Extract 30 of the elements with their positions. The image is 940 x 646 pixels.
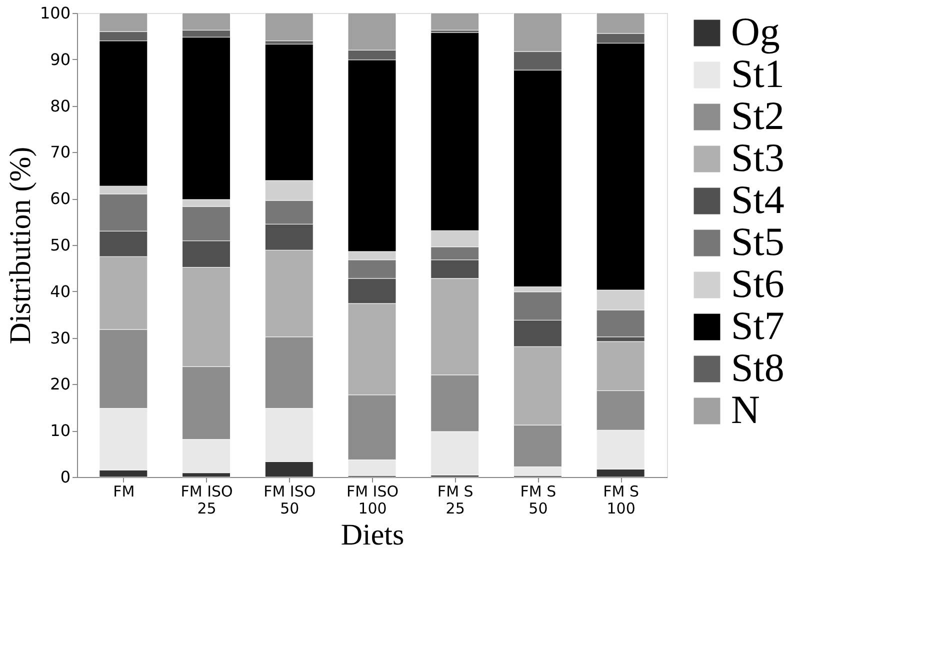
bar — [430, 12, 480, 30]
legend-label: St5 — [731, 219, 784, 264]
legend-label: St6 — [731, 261, 784, 306]
y-tick-label: 20 — [50, 374, 70, 394]
legend-label: St2 — [731, 93, 784, 138]
x-tick-label: FM S 100 — [603, 482, 639, 518]
x-tick-label: FM ISO 100 — [346, 482, 399, 518]
legend-label: N — [731, 387, 760, 432]
x-axis-title: Diets — [340, 518, 404, 552]
legend-label: St8 — [731, 345, 784, 390]
y-tick-label: 10 — [50, 421, 70, 440]
x-tick-label: FM ISO 25 — [180, 482, 233, 518]
legend-label: St7 — [731, 303, 784, 348]
x-tick-label: FM ISO 50 — [264, 482, 316, 518]
y-tick-label: 50 — [50, 236, 70, 254]
y-tick-label: 90 — [50, 50, 70, 69]
x-tick-label: FM — [113, 482, 135, 500]
y-axis-title: Distribution (%) — [4, 146, 37, 344]
y-tick-label: 70 — [50, 142, 70, 162]
x-tick-label: FM S 50 — [520, 482, 556, 518]
y-tick-label: 100 — [40, 4, 70, 22]
legend-label: St3 — [731, 135, 784, 180]
y-tick-label: 0 — [60, 468, 70, 486]
legend-label: St4 — [731, 177, 784, 222]
y-tick-label: 30 — [50, 328, 70, 348]
x-tick-label: FM S 25 — [437, 482, 474, 518]
y-tick-label: 60 — [50, 189, 70, 208]
y-tick-label: 40 — [50, 282, 70, 301]
y-tick-label: 80 — [50, 96, 70, 116]
bar — [264, 12, 314, 42]
